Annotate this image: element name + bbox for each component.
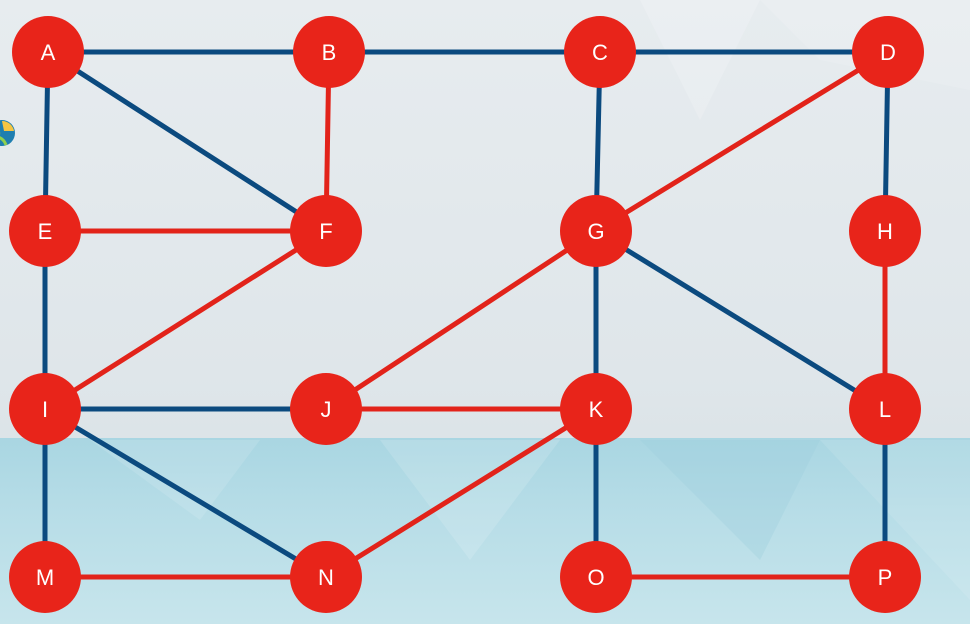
node-circle [560, 373, 632, 445]
background-band [0, 438, 970, 624]
node-circle [290, 195, 362, 267]
edges-layer [42, 49, 891, 580]
node-label: J [321, 397, 332, 422]
node-d: D [852, 16, 924, 88]
node-circle [9, 373, 81, 445]
node-b: B [293, 16, 365, 88]
node-k: K [560, 373, 632, 445]
node-m: M [9, 541, 81, 613]
node-label: N [318, 565, 334, 590]
node-circle [849, 541, 921, 613]
node-circle [9, 541, 81, 613]
node-n: N [290, 541, 362, 613]
node-label: I [42, 397, 48, 422]
edge-f-i [42, 228, 329, 412]
node-f: F [290, 195, 362, 267]
node-circle [852, 16, 924, 88]
node-circle [560, 195, 632, 267]
node-circle [290, 541, 362, 613]
edge-k-n [323, 406, 599, 580]
node-label: F [319, 219, 332, 244]
node-circle [849, 195, 921, 267]
node-label: C [592, 40, 608, 65]
node-label: H [877, 219, 893, 244]
node-c: C [564, 16, 636, 88]
node-circle [290, 373, 362, 445]
node-label: P [878, 565, 893, 590]
globe-icon [0, 120, 15, 146]
node-g: G [560, 195, 632, 267]
node-label: L [879, 397, 891, 422]
edge-i-n [42, 406, 329, 580]
node-label: G [587, 219, 604, 244]
node-a: A [12, 16, 84, 88]
node-label: D [880, 40, 896, 65]
node-label: M [36, 565, 54, 590]
node-circle [560, 541, 632, 613]
nodes-layer: A B C D E F G H I J K L M N O P [9, 16, 924, 613]
node-circle [849, 373, 921, 445]
node-e: E [9, 195, 81, 267]
edge-d-g [593, 49, 891, 234]
node-label: A [41, 40, 56, 65]
node-j: J [290, 373, 362, 445]
edge-g-j [323, 228, 599, 412]
node-circle [564, 16, 636, 88]
node-label: B [322, 40, 337, 65]
node-l: L [849, 373, 921, 445]
node-label: E [38, 219, 53, 244]
node-h: H [849, 195, 921, 267]
node-o: O [560, 541, 632, 613]
edge-g-l [593, 228, 888, 412]
node-circle [12, 16, 84, 88]
node-circle [293, 16, 365, 88]
node-p: P [849, 541, 921, 613]
node-i: I [9, 373, 81, 445]
node-circle [9, 195, 81, 267]
node-label: K [589, 397, 604, 422]
edge-a-f [45, 49, 329, 234]
node-label: O [587, 565, 604, 590]
